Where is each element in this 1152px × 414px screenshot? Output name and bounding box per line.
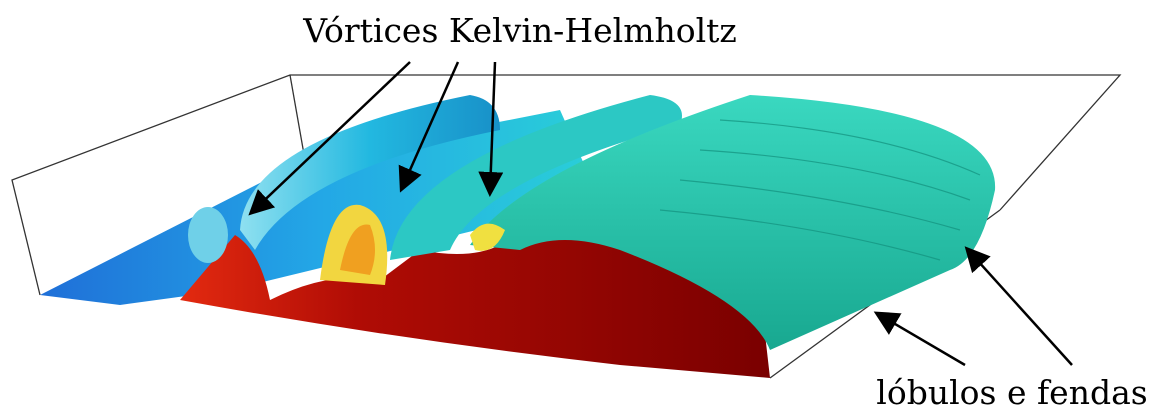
simulation-render — [40, 95, 995, 378]
figure: Vórtices Kelvin-Helmholtz lóbulos e fend… — [0, 0, 1152, 414]
label-top: Vórtices Kelvin-Helmholtz — [302, 11, 737, 50]
label-bottom: lóbulos e fendas — [876, 373, 1147, 412]
